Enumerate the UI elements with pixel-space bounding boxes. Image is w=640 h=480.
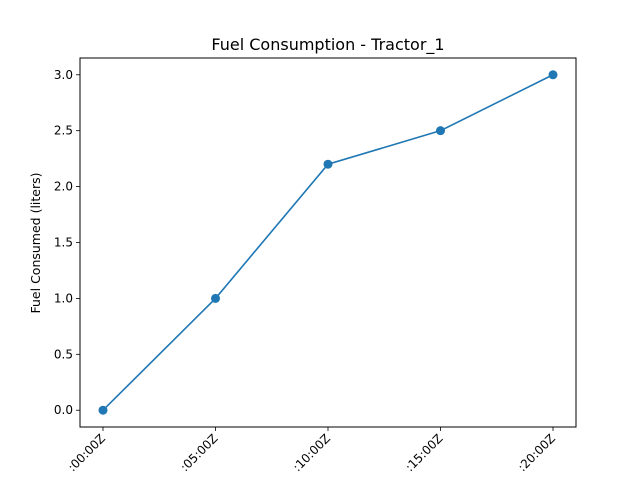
plot-frame	[79, 57, 577, 428]
data-point-1	[211, 293, 220, 303]
plot-area: 0.0 0.5 1.0 1.5 2.0 2.5 3.0 :00:00Z :05:00Z :10:0…	[54, 68, 558, 474]
chart-title: Fuel Consumption - Tractor_1	[211, 35, 444, 55]
y-tick-label-3: 1.5	[54, 236, 73, 250]
x-tick-label-4: :20:00Z	[515, 431, 558, 474]
y-tick-label-6: 3.0	[54, 68, 73, 82]
data-point-3	[436, 126, 445, 136]
x-tick-label-2: :10:00Z	[290, 431, 333, 474]
data-point-0	[98, 405, 108, 415]
x-tick-label-3: :15:00Z	[403, 431, 446, 474]
series-line-0	[102, 74, 554, 411]
x-tick-label-0: :00:00Z	[65, 431, 108, 474]
x-tick-label-1: :05:00Z	[178, 431, 221, 474]
y-tick-label-4: 2.0	[54, 180, 73, 194]
y-tick-label-1: 0.5	[54, 347, 73, 361]
y-axis-title: Fuel Consumed (liters)	[28, 172, 43, 313]
y-tick-label-0: 0.0	[54, 403, 73, 417]
y-tick-label-2: 1.0	[54, 291, 73, 305]
data-point-2	[323, 159, 333, 169]
y-tick-label-5: 2.5	[54, 124, 73, 138]
data-point-4	[548, 70, 558, 80]
